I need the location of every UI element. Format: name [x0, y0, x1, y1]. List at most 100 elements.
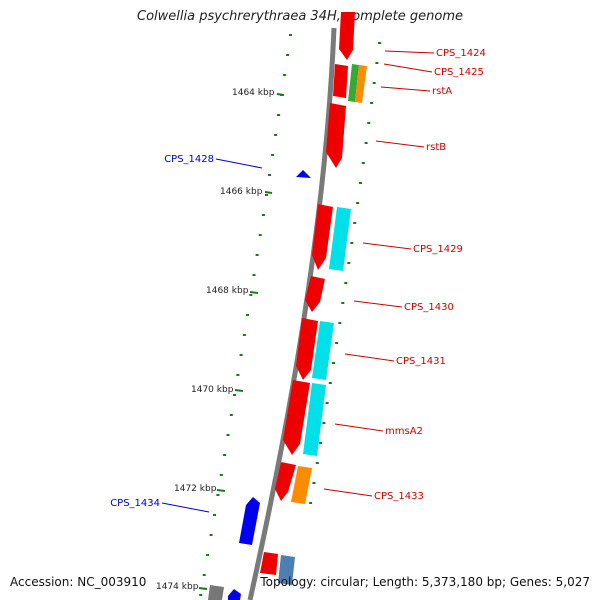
- tick-mark: [372, 82, 376, 84]
- tick-mark: [315, 462, 319, 464]
- leader-lines: [161, 50, 435, 513]
- forward-genes: [260, 12, 355, 575]
- gene-label-cps-1428[interactable]: CPS_1428: [164, 154, 214, 165]
- gene-cps-1429[interactable]: [312, 204, 333, 270]
- tick-mark: [236, 374, 240, 376]
- tick-mark: [223, 454, 227, 456]
- tick-mark: [350, 242, 354, 244]
- tick-mark: [209, 534, 213, 536]
- gene-label-cps-1433[interactable]: CPS_1433: [374, 491, 424, 502]
- feature-cyan: [303, 383, 326, 456]
- feature-gray: [208, 585, 224, 600]
- tick-mark: [364, 142, 368, 144]
- gene-label-cps-1434[interactable]: CPS_1434: [110, 498, 160, 509]
- tick-mark: [289, 34, 292, 36]
- tick-mark: [338, 322, 342, 324]
- tick-mark: [328, 382, 332, 384]
- gene-mmsa2[interactable]: [283, 380, 310, 455]
- tick-mark: [258, 234, 262, 236]
- gene-cps-1428[interactable]: [296, 170, 311, 178]
- tick-mark: [367, 122, 371, 124]
- gene-reverse-bottom[interactable]: [228, 589, 241, 600]
- tick-mark: [271, 154, 275, 156]
- tick-mark: [344, 282, 348, 284]
- tick-mark: [229, 414, 233, 416]
- tick-mark: [213, 514, 216, 516]
- tick-mark: [370, 102, 374, 104]
- tick-mark: [332, 362, 335, 364]
- scale-label: 1472 kbp: [174, 484, 217, 494]
- scale-label: 1468 kbp: [206, 286, 249, 296]
- feature-green: [348, 64, 359, 102]
- scale-label: 1464 kbp: [232, 88, 275, 98]
- tick-mark: [359, 182, 362, 184]
- feature-cyan: [312, 321, 334, 380]
- tick-mark: [206, 554, 210, 556]
- genome-summary-text: Topology: circular; Length: 5,373,180 bp…: [260, 575, 590, 589]
- tick-mark: [286, 54, 290, 56]
- gene-rsta[interactable]: [326, 103, 346, 168]
- tick-mark: [347, 262, 351, 264]
- scale-label: 1474 kbp: [156, 582, 199, 592]
- genome-backbone: [247, 27, 337, 600]
- gene-label-cps-1424[interactable]: CPS_1424: [436, 48, 486, 59]
- gene-label-rstb[interactable]: rstB: [426, 142, 446, 153]
- gene-label-cps-1431[interactable]: CPS_1431: [396, 356, 446, 367]
- gene-cps-1424[interactable]: [339, 12, 355, 60]
- tick-guides: [199, 34, 381, 596]
- feature-track: [278, 64, 367, 585]
- tick-mark: [202, 574, 206, 576]
- tick-mark: [226, 434, 230, 436]
- accession-text: Accession: NC_003910: [10, 575, 147, 589]
- gene-forward-bottom[interactable]: [260, 552, 278, 575]
- gene-label-rsta[interactable]: rstA: [432, 86, 452, 97]
- tick-mark: [283, 74, 287, 76]
- map-title: Colwellia psychrerythraea 34H, complete …: [137, 9, 463, 24]
- tick-mark: [341, 302, 345, 304]
- feature-steelblue: [278, 555, 295, 585]
- tick-mark: [255, 254, 259, 256]
- tick-mark: [199, 594, 203, 596]
- tick-mark: [249, 294, 253, 296]
- tick-mark: [378, 42, 381, 44]
- gene-label-cps-1429[interactable]: CPS_1429: [413, 244, 463, 255]
- tick-mark: [246, 314, 250, 316]
- gene-cps-1433[interactable]: [275, 462, 296, 501]
- tick-mark: [216, 494, 220, 496]
- tick-mark: [265, 194, 268, 196]
- tick-mark: [274, 134, 278, 136]
- gene-label-cps-1430[interactable]: CPS_1430: [404, 302, 454, 313]
- tick-mark: [356, 202, 360, 204]
- tick-mark: [361, 162, 365, 164]
- tick-mark: [325, 402, 329, 404]
- tick-mark: [322, 422, 326, 424]
- tick-mark: [277, 114, 281, 116]
- gene-cps-1430[interactable]: [305, 276, 325, 312]
- reverse-genes: [228, 170, 311, 600]
- gene-label-cps-1425[interactable]: CPS_1425: [434, 67, 484, 78]
- gene-cps-1431[interactable]: [296, 318, 318, 380]
- tick-mark: [261, 214, 265, 216]
- scale-ticks: [198, 93, 285, 590]
- tick-mark: [319, 442, 323, 444]
- gene-label-mmsa2[interactable]: mmsA2: [385, 426, 423, 437]
- feature-orange: [291, 466, 312, 504]
- tick-mark: [309, 502, 313, 504]
- tick-mark: [252, 274, 256, 276]
- tick-mark: [219, 474, 223, 476]
- tick-mark: [375, 62, 379, 64]
- scale-label: 1470 kbp: [191, 385, 234, 395]
- feature-cyan: [329, 207, 351, 271]
- tick-mark: [242, 334, 246, 336]
- tick-mark: [233, 394, 237, 396]
- tick-mark: [353, 222, 357, 224]
- tick-mark: [312, 482, 316, 484]
- gene-cps-1425[interactable]: [333, 64, 348, 98]
- tick-mark: [335, 342, 339, 344]
- feature-orange: [355, 65, 367, 103]
- scale-label: 1466 kbp: [220, 187, 263, 197]
- tick-mark: [268, 174, 271, 176]
- gene-cps-1434[interactable]: [239, 497, 260, 545]
- tick-mark: [239, 354, 243, 356]
